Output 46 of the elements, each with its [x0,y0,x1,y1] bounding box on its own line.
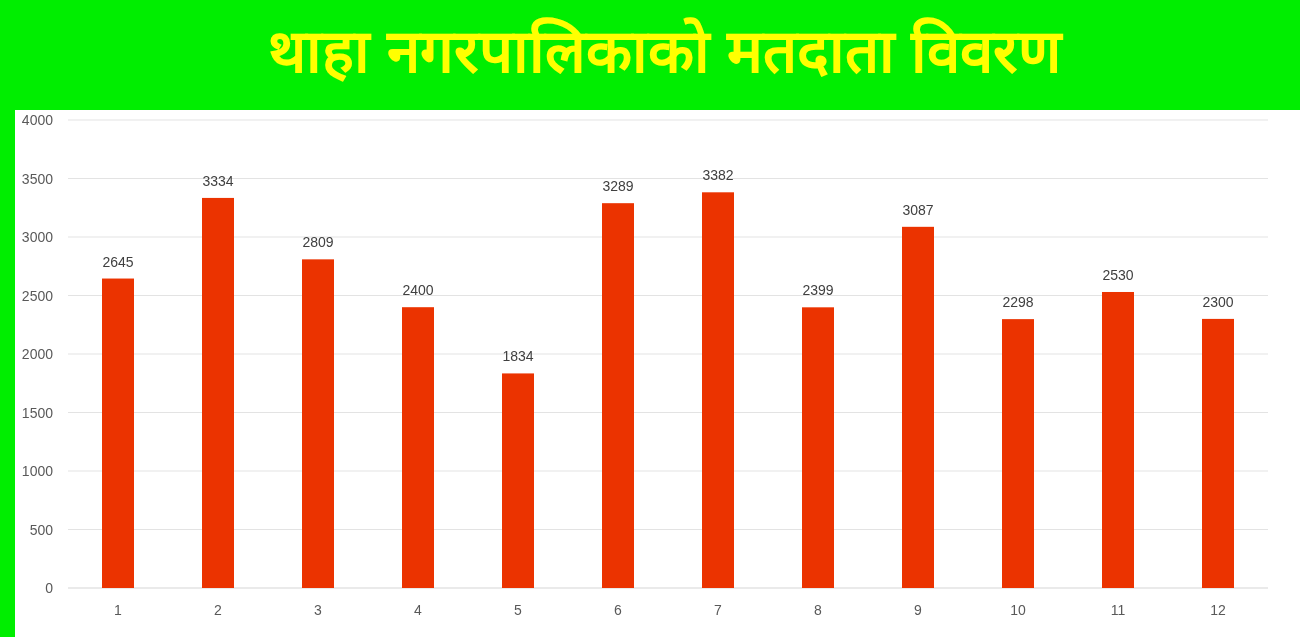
x-tick-label: 3 [314,602,323,618]
bar [1002,319,1034,588]
y-tick-label: 1500 [21,404,54,421]
data-label: 2298 [1002,294,1034,311]
x-tick-label: 9 [914,602,923,618]
data-label: 3289 [602,178,634,195]
bar [902,226,934,588]
x-tick-label: 4 [414,602,423,618]
data-label: 3334 [202,172,234,189]
bar [202,197,234,588]
x-tick-label: 5 [514,602,523,618]
bar [302,259,334,588]
bar [1202,318,1234,588]
data-label: 3382 [702,167,734,184]
y-tick-label: 4000 [21,112,54,128]
y-tick-label: 500 [29,521,54,538]
x-tick-label: 11 [1110,602,1126,618]
y-tick-label: 3500 [21,170,54,187]
bar [802,307,834,588]
data-label: 3087 [902,201,934,218]
bar [102,278,134,588]
data-label: 2530 [1102,266,1134,283]
y-tick-label: 2000 [21,346,54,362]
x-tick-label: 8 [814,602,823,618]
y-tick-label: 3000 [21,229,54,245]
data-label: 2645 [102,253,134,270]
data-label: 2399 [802,282,834,299]
x-tick-label: 6 [614,602,623,618]
y-tick-label: 2500 [21,287,54,304]
x-tick-label: 12 [1210,602,1226,618]
x-tick-label: 10 [1010,602,1026,618]
x-tick-label: 2 [214,602,223,618]
data-label: 2400 [402,282,434,299]
data-label: 2300 [1202,293,1234,310]
x-tick-label: 1 [114,602,123,618]
data-label: 2809 [302,234,334,251]
bar [602,203,634,588]
bar [1102,291,1134,588]
bar [502,373,534,588]
y-tick-label: 1000 [21,463,54,479]
x-tick-label: 7 [714,602,723,618]
data-label: 1834 [502,348,534,365]
chart-title: थाहा नगरपालिकाको मतदाता विवरण [268,17,1065,85]
bar [402,307,434,588]
bar [702,192,734,588]
y-tick-label: 0 [45,580,54,596]
